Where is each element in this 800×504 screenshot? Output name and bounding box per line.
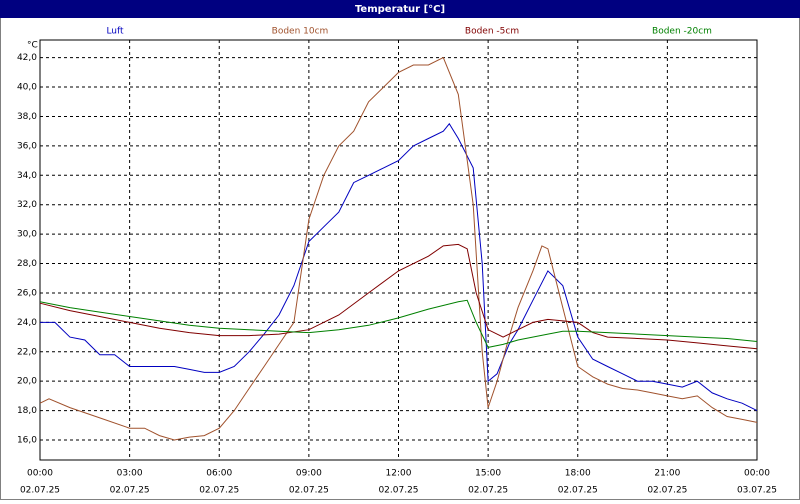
x-tick-date: 02.07.25: [378, 486, 418, 496]
x-tick-date: 02.07.25: [647, 486, 687, 496]
y-tick-label: 24,0: [17, 318, 37, 328]
x-tick-date: 02.07.25: [468, 486, 508, 496]
y-tick-label: 40,0: [17, 83, 37, 93]
series-line: [39, 56, 758, 441]
y-tick-label: 34,0: [17, 171, 37, 181]
y-tick-label: 22,0: [17, 347, 37, 357]
x-tick-label: 00:00: [744, 469, 770, 479]
y-tick-label: 32,0: [17, 200, 37, 210]
y-tick-label: 38,0: [17, 112, 37, 122]
y-tick-label: 42,0: [17, 53, 37, 63]
x-tick-date: 02.07.25: [558, 486, 598, 496]
y-tick-label: 26,0: [17, 288, 37, 298]
legend-entry: Boden 10cm: [272, 27, 329, 37]
x-tick-label: 00:00: [27, 469, 53, 479]
legend-entry: Boden -5cm: [465, 27, 519, 37]
x-tick-label: 06:00: [206, 469, 232, 479]
x-tick-label: 12:00: [386, 469, 412, 479]
y-tick-label: 18,0: [17, 406, 37, 416]
legend-entry: Boden -20cm: [652, 27, 712, 37]
x-tick-label: 03:00: [117, 469, 143, 479]
x-tick-label: 21:00: [654, 469, 680, 479]
x-tick-label: 15:00: [475, 469, 501, 479]
y-tick-label: 28,0: [17, 259, 37, 269]
series-line: [39, 243, 758, 350]
y-tick-label: 36,0: [17, 141, 37, 151]
y-unit: °C: [27, 41, 38, 51]
y-tick-label: 20,0: [17, 377, 37, 387]
x-tick-label: 09:00: [296, 469, 322, 479]
x-tick-date: 02.07.25: [199, 486, 239, 496]
legend-entry: Luft: [106, 27, 124, 37]
y-tick-label: 16,0: [17, 436, 37, 446]
x-tick-date: 02.07.25: [20, 486, 60, 496]
x-tick-date: 03.07.25: [737, 486, 777, 496]
x-tick-label: 18:00: [565, 469, 591, 479]
title-bar: [0, 0, 800, 18]
x-tick-date: 02.07.25: [110, 486, 150, 496]
series-line: [40, 122, 758, 412]
series-line: [39, 299, 758, 348]
x-tick-date: 02.07.25: [289, 486, 329, 496]
y-tick-label: 30,0: [17, 230, 37, 240]
chart-title: Temperatur [°C]: [355, 4, 445, 15]
